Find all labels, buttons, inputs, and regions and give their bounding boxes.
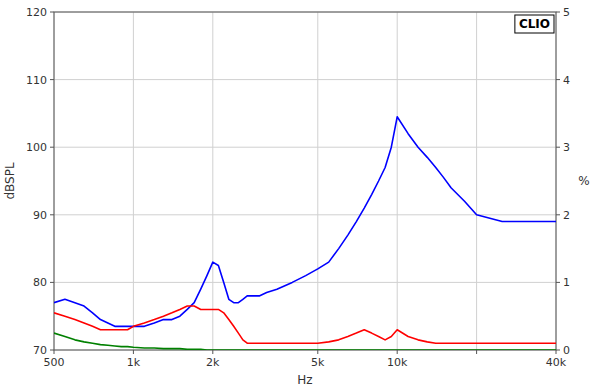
y-tick-label: 120 bbox=[26, 6, 47, 19]
annotation-box bbox=[515, 15, 554, 33]
y-tick bbox=[50, 12, 54, 13]
y-tick-label: 100 bbox=[26, 141, 47, 154]
x-tick bbox=[212, 350, 213, 354]
x-grid-line bbox=[317, 12, 318, 350]
x-grid-line bbox=[212, 12, 213, 350]
y-tick-label: 110 bbox=[26, 74, 47, 87]
y-tick bbox=[50, 79, 54, 80]
x-tick-label: 5k bbox=[311, 356, 325, 369]
y2-tick bbox=[556, 350, 560, 351]
y2-tick-label: 4 bbox=[563, 74, 570, 87]
series-line bbox=[54, 306, 556, 343]
annotation: CLIO bbox=[515, 15, 554, 33]
y-tick-label: 90 bbox=[33, 209, 47, 222]
y-tick bbox=[50, 214, 54, 215]
y2-tick bbox=[556, 214, 560, 215]
x-grid-line bbox=[476, 12, 477, 350]
series-line bbox=[54, 333, 556, 350]
y-tick-label: 70 bbox=[33, 344, 47, 357]
y2-tick bbox=[556, 282, 560, 283]
y2-tick-label: 0 bbox=[563, 344, 570, 357]
y2-tick bbox=[556, 79, 560, 80]
y2-tick-label: 1 bbox=[563, 276, 570, 289]
annotation-text: CLIO bbox=[519, 17, 550, 31]
x-tick bbox=[54, 350, 55, 354]
x-axis-label: Hz bbox=[297, 373, 312, 387]
x-tick-label: 10k bbox=[387, 356, 408, 369]
y-tick bbox=[50, 147, 54, 148]
y2-tick bbox=[556, 147, 560, 148]
x-tick-label: 40k bbox=[546, 356, 567, 369]
y-tick-label: 80 bbox=[33, 276, 47, 289]
series-group bbox=[54, 117, 556, 350]
y2-tick bbox=[556, 12, 560, 13]
y-tick bbox=[50, 282, 54, 283]
chart: 500 1k 2k 5k 10k 40k 70 80 90 100 110 120 0 1 2 3 4 5 dBSP… bbox=[0, 0, 598, 391]
x-tick bbox=[476, 350, 477, 354]
y-axis-label: dBSPL bbox=[3, 162, 17, 199]
grid bbox=[54, 12, 556, 350]
background bbox=[0, 0, 598, 391]
y2-axis-label: % bbox=[578, 174, 589, 188]
x-tick-label: 500 bbox=[44, 356, 65, 369]
x-grid-line bbox=[397, 12, 398, 350]
y-grid-line bbox=[54, 282, 556, 283]
y2-tick-label: 5 bbox=[563, 6, 570, 19]
x-tick bbox=[397, 350, 398, 354]
x-tick-label: 1k bbox=[127, 356, 141, 369]
plot-frame bbox=[54, 12, 556, 350]
x-tick bbox=[317, 350, 318, 354]
x-tick bbox=[556, 350, 557, 354]
y2-tick-label: 2 bbox=[563, 209, 570, 222]
series-line bbox=[54, 117, 556, 327]
y-grid-line bbox=[54, 79, 556, 80]
y2-tick-label: 3 bbox=[563, 141, 570, 154]
y-grid-line bbox=[54, 147, 556, 148]
x-tick-label: 2k bbox=[206, 356, 220, 369]
x-tick bbox=[133, 350, 134, 354]
x-grid-line bbox=[133, 12, 134, 350]
y-tick bbox=[50, 350, 54, 351]
